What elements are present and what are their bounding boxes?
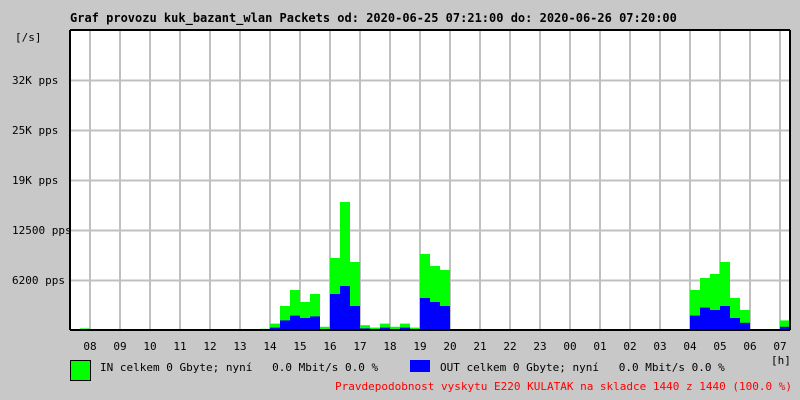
- bar-in: [350, 262, 360, 330]
- legend-out-swatch: [410, 360, 430, 372]
- bar-out: [300, 318, 310, 330]
- bar-in: [690, 290, 700, 330]
- bar-in: [390, 326, 400, 330]
- y-axis-unit: [/s]: [15, 31, 42, 44]
- x-tick-label: 10: [143, 340, 157, 353]
- bar-in: [710, 274, 720, 330]
- bar-out: [710, 310, 720, 330]
- x-tick-label: 12: [203, 340, 217, 353]
- legend-in-text: IN celkem 0 Gbyte; nyní 0.0 Mbit/s 0.0 %: [100, 361, 379, 374]
- bar-in: [270, 323, 280, 330]
- bar-out: [270, 327, 280, 330]
- bar-out: [730, 318, 740, 330]
- bar-in: [320, 326, 330, 330]
- legend-out-text: OUT celkem 0 Gbyte; nyní 0.0 Mbit/s 0.0 …: [440, 361, 725, 374]
- x-tick-label: 14: [263, 340, 277, 353]
- x-tick-label: 13: [233, 340, 247, 353]
- bar-out: [700, 307, 710, 330]
- bar-in: [380, 323, 390, 330]
- x-tick-label: 21: [473, 340, 487, 353]
- bar-in: [410, 327, 420, 330]
- bar-out: [400, 327, 410, 330]
- bar-out: [720, 306, 730, 330]
- bar-out: [430, 302, 440, 330]
- x-tick-label: 02: [623, 340, 637, 353]
- bar-out: [380, 327, 390, 330]
- bar-in: [280, 306, 290, 330]
- x-tick-label: 03: [653, 340, 667, 353]
- bar-in: [740, 310, 750, 330]
- x-tick-label: 18: [383, 340, 397, 353]
- chart-title: Graf provozu kuk_bazant_wlan Packets od:…: [70, 11, 677, 25]
- bar-in: [440, 270, 450, 330]
- bar-in: [360, 325, 370, 330]
- bar-out: [780, 326, 790, 330]
- x-tick-label: 05: [713, 340, 727, 353]
- x-tick-label: 09: [113, 340, 127, 353]
- legend-in-swatch: [70, 360, 91, 381]
- bar-out: [740, 322, 750, 330]
- x-tick-label: 22: [503, 340, 517, 353]
- x-tick-label: 01: [593, 340, 607, 353]
- x-tick-label: 07: [773, 340, 787, 353]
- bar-in: [430, 266, 440, 330]
- footer-note: Pravdepodobnost vyskytu E220 KULATAK na …: [335, 380, 792, 393]
- bar-out: [690, 315, 700, 330]
- bar-out: [440, 306, 450, 330]
- x-tick-label: 23: [533, 340, 547, 353]
- bar-in: [300, 302, 310, 330]
- y-tick-label: 12500 pps: [12, 223, 72, 237]
- x-tick-label: 06: [743, 340, 757, 353]
- bar-in: [370, 327, 380, 330]
- x-axis-unit: [h]: [771, 354, 791, 367]
- x-tick-label: 00: [563, 340, 577, 353]
- bar-in: [720, 262, 730, 330]
- bar-out: [330, 294, 340, 330]
- y-tick-label: 19K pps: [12, 173, 59, 187]
- bar-in: [340, 202, 350, 330]
- x-tick-label: 15: [293, 340, 307, 353]
- x-tick-label: 08: [83, 340, 97, 353]
- y-tick-label: 32K pps: [12, 73, 59, 87]
- bar-in: [700, 278, 710, 330]
- bar-out: [340, 286, 350, 330]
- y-tick-label: 6200 pps: [12, 273, 65, 287]
- bar-out: [280, 320, 290, 330]
- x-tick-label: 20: [443, 340, 457, 353]
- y-tick-label: 25K pps: [12, 123, 59, 137]
- bar-out: [310, 316, 320, 330]
- bar-in: [290, 290, 300, 330]
- bar-in: [780, 320, 790, 330]
- bar-out: [420, 298, 430, 330]
- bar-out: [350, 306, 360, 330]
- x-tick-label: 11: [173, 340, 187, 353]
- x-tick-label: 16: [323, 340, 337, 353]
- bar-in: [420, 254, 430, 330]
- x-tick-label: 04: [683, 340, 697, 353]
- bar-in: [730, 298, 740, 330]
- bar-in: [310, 294, 320, 330]
- x-tick-label: 17: [353, 340, 367, 353]
- bar-out: [290, 315, 300, 330]
- bar-in: [400, 323, 410, 330]
- x-tick-label: 19: [413, 340, 427, 353]
